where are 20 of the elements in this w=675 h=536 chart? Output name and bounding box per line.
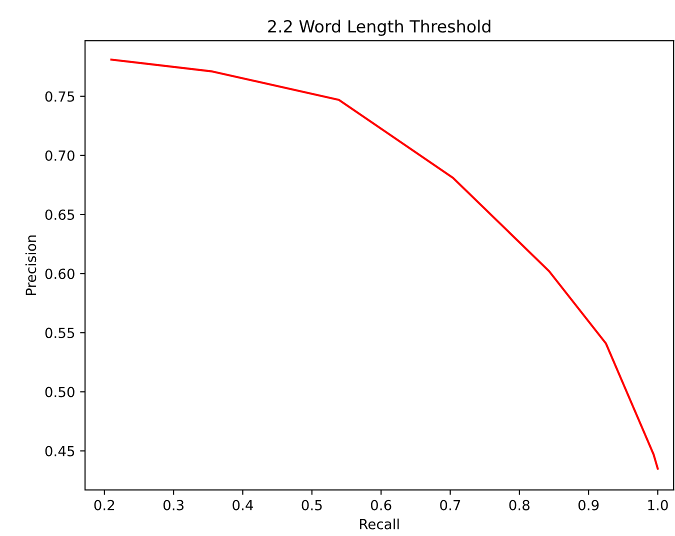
- x-tick-label: 0.9: [578, 500, 599, 510]
- x-tick-label: 0.2: [94, 500, 114, 510]
- x-tick-label: 0.8: [509, 500, 530, 510]
- x-tick-label: 0.6: [370, 500, 392, 510]
- y-tick-label: 0.55: [45, 328, 74, 338]
- y-tick-label: 0.45: [45, 446, 74, 456]
- y-tick-label: 0.65: [45, 209, 74, 220]
- y-tick-label: 0.50: [45, 386, 74, 398]
- y-tick-label: 0.70: [45, 150, 74, 161]
- x-tick-label: 1.0: [648, 500, 668, 510]
- x-tick-label: 0.4: [232, 500, 254, 510]
- y-axis-title: Precision: [25, 236, 36, 295]
- line-series: [110, 58, 659, 470]
- x-tick-label: 0.3: [163, 500, 184, 510]
- y-tick-label: 0.60: [45, 268, 74, 280]
- x-tick-label: 0.7: [440, 500, 460, 510]
- y-tick-label: 0.75: [45, 91, 74, 102]
- x-tick-label: 0.5: [302, 500, 322, 510]
- chart-title: 2.2 Word Length Threshold: [268, 20, 490, 36]
- x-axis-title: Recall: [360, 518, 399, 530]
